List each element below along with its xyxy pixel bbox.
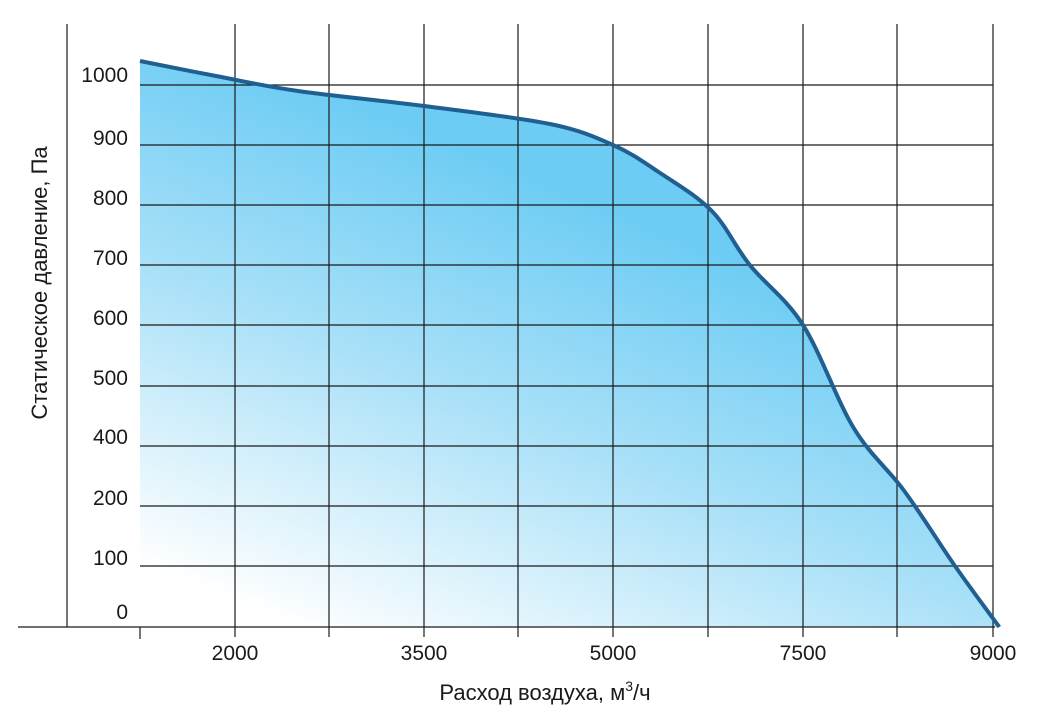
- x-tick-labels: 2000 3500 5000 7500 9000: [212, 642, 1017, 665]
- y-tick-label: 200: [93, 487, 128, 510]
- y-tick-label: 100: [93, 547, 128, 570]
- x-tick-label: 5000: [590, 642, 637, 665]
- y-tick-label: 0: [116, 601, 128, 624]
- area-fill: [140, 61, 1000, 627]
- y-axis-title: Статическое давление, Па: [27, 146, 52, 420]
- x-tick-label: 7500: [780, 642, 827, 665]
- x-tick-label: 2000: [212, 642, 259, 665]
- x-tick-label: 3500: [401, 642, 448, 665]
- y-tick-label: 600: [93, 307, 128, 330]
- x-axis-title: Расход воздуха, м3/ч: [439, 678, 650, 705]
- y-tick-label: 900: [93, 127, 128, 150]
- y-tick-label: 700: [93, 247, 128, 270]
- series-line: [139, 59, 1001, 629]
- grid: [18, 24, 995, 639]
- y-tick-label: 500: [93, 367, 128, 390]
- x-tick-label: 9000: [970, 642, 1017, 665]
- y-tick-label: 1000: [81, 64, 128, 87]
- y-tick-labels: 0 100 200 400 500 600 700 800 900 1000: [81, 64, 128, 624]
- y-tick-label: 400: [93, 426, 128, 449]
- y-tick-label: 800: [93, 187, 128, 210]
